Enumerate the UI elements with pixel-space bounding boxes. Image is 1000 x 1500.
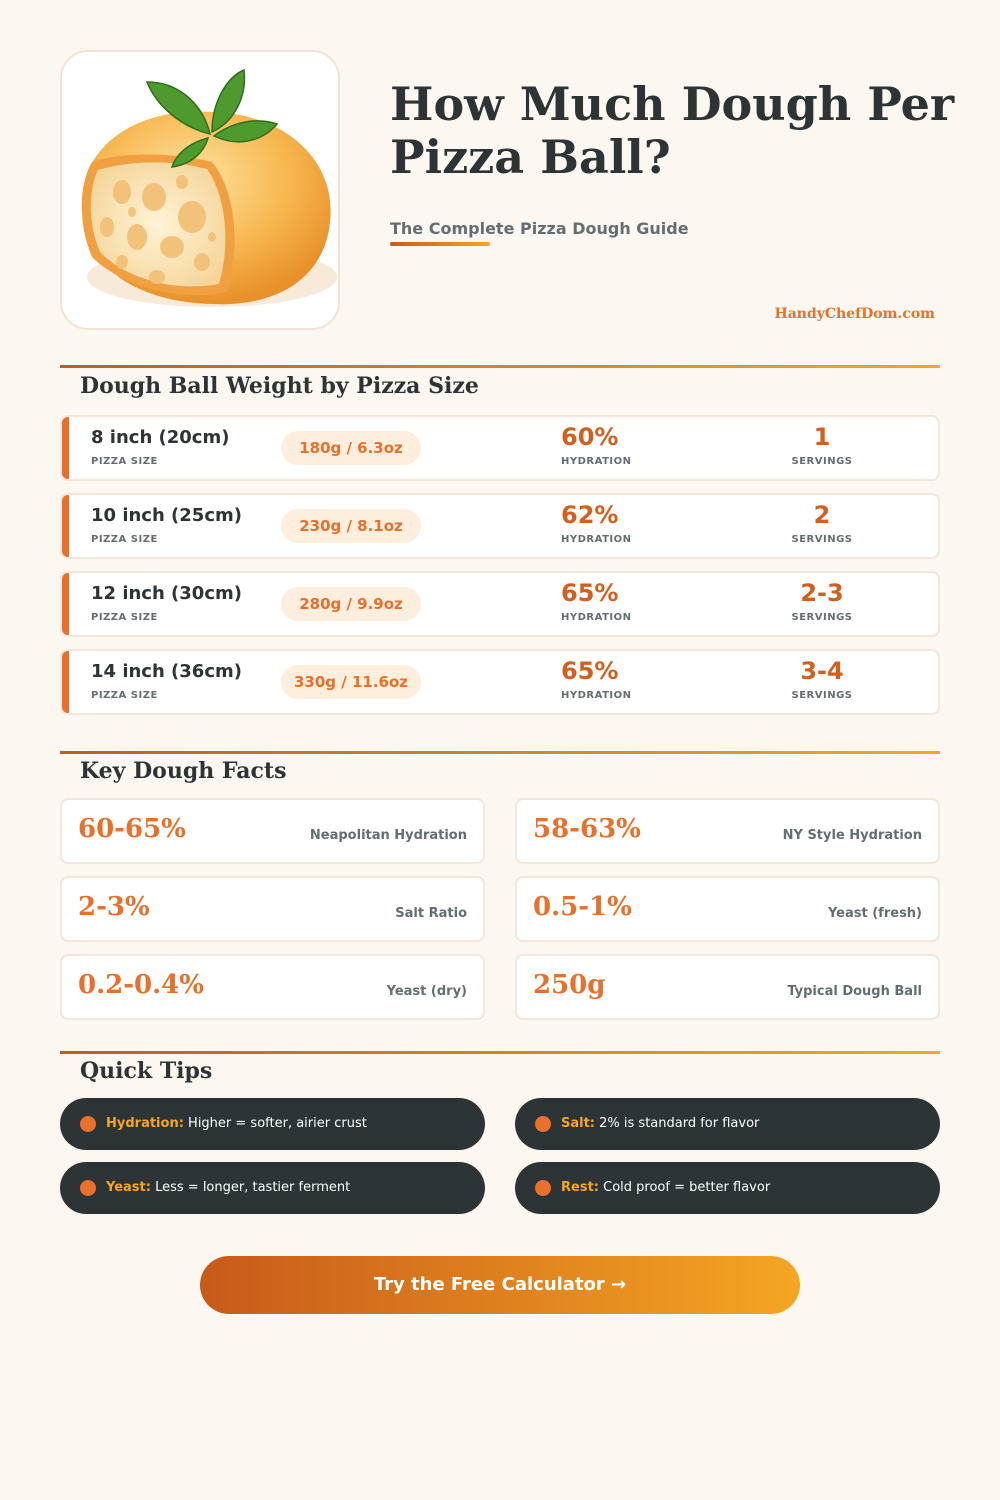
fact-card: 250g Typical Dough Ball bbox=[515, 954, 940, 1020]
hydration-label: HYDRATION bbox=[561, 690, 632, 701]
dough-weight-badge: 180g / 6.3oz bbox=[281, 431, 421, 465]
row-accent-bar bbox=[62, 495, 69, 557]
free-calculator-button[interactable]: Try the Free Calculator → bbox=[200, 1256, 800, 1314]
pizza-size: 10 inch (25cm) bbox=[91, 505, 242, 526]
fact-value: 0.5-1% bbox=[533, 892, 632, 922]
hydration-label: HYDRATION bbox=[561, 612, 632, 623]
servings-value: 1 bbox=[813, 423, 831, 451]
pizza-size-label: PIZZA SIZE bbox=[91, 690, 158, 701]
tip-text: 2% is standard for flavor bbox=[599, 1116, 760, 1131]
bullet-dot-icon bbox=[80, 1180, 96, 1196]
hydration-label: HYDRATION bbox=[561, 534, 632, 545]
pizza-size: 12 inch (30cm) bbox=[91, 583, 242, 604]
servings-value: 3-4 bbox=[800, 657, 844, 685]
site-link[interactable]: HandyChefDom.com bbox=[774, 306, 936, 322]
servings-value: 2-3 bbox=[800, 579, 844, 607]
servings-value: 2 bbox=[813, 501, 831, 529]
fact-label: NY Style Hydration bbox=[782, 828, 922, 843]
hydration-value: 62% bbox=[561, 501, 619, 529]
tip-key: Yeast: bbox=[106, 1180, 151, 1195]
tip-text: Higher = softer, airier crust bbox=[188, 1116, 367, 1131]
tip-pill: Yeast: Less = longer, tastier ferment bbox=[60, 1162, 485, 1214]
hydration-value: 60% bbox=[561, 423, 619, 451]
tip-pill: Hydration: Higher = softer, airier crust bbox=[60, 1098, 485, 1150]
row-accent-bar bbox=[62, 417, 69, 479]
page-title: How Much Dough Per Pizza Ball? bbox=[390, 77, 955, 184]
pizza-size: 14 inch (36cm) bbox=[91, 661, 242, 682]
tip-pill: Salt: 2% is standard for flavor bbox=[515, 1098, 940, 1150]
pizza-size-label: PIZZA SIZE bbox=[91, 612, 158, 623]
fact-card: 2-3% Salt Ratio bbox=[60, 876, 485, 942]
fact-label: Yeast (fresh) bbox=[827, 906, 922, 921]
bullet-dot-icon bbox=[80, 1116, 96, 1132]
tips-heading: Quick Tips bbox=[80, 1058, 213, 1084]
fact-label: Salt Ratio bbox=[395, 906, 467, 921]
hydration-label: HYDRATION bbox=[561, 456, 632, 467]
pizza-size-label: PIZZA SIZE bbox=[91, 534, 158, 545]
dough-weight-badge: 330g / 11.6oz bbox=[281, 665, 421, 699]
fact-card: 58-63% NY Style Hydration bbox=[515, 798, 940, 864]
subtitle-underline bbox=[390, 242, 490, 246]
tip-key: Hydration: bbox=[106, 1116, 184, 1131]
section-divider bbox=[60, 365, 940, 368]
dough-ball-icon bbox=[81, 68, 337, 307]
pizza-size: 8 inch (20cm) bbox=[91, 427, 230, 448]
fact-card: 0.5-1% Yeast (fresh) bbox=[515, 876, 940, 942]
dough-ball-image bbox=[60, 50, 340, 330]
tip-pill: Rest: Cold proof = better flavor bbox=[515, 1162, 940, 1214]
hydration-value: 65% bbox=[561, 579, 619, 607]
page-subtitle: The Complete Pizza Dough Guide bbox=[390, 219, 689, 238]
tip-text: Less = longer, tastier ferment bbox=[155, 1180, 351, 1195]
servings-label: SERVINGS bbox=[791, 612, 853, 623]
row-accent-bar bbox=[62, 573, 69, 635]
fact-value: 58-63% bbox=[533, 814, 641, 844]
section-divider bbox=[60, 1051, 940, 1054]
fact-card: 60-65% Neapolitan Hydration bbox=[60, 798, 485, 864]
pizza-size-label: PIZZA SIZE bbox=[91, 456, 158, 467]
sizes-heading: Dough Ball Weight by Pizza Size bbox=[80, 373, 479, 399]
servings-label: SERVINGS bbox=[791, 534, 853, 545]
fact-value: 2-3% bbox=[78, 892, 150, 922]
fact-value: 0.2-0.4% bbox=[78, 970, 204, 1000]
bullet-dot-icon bbox=[535, 1180, 551, 1196]
hydration-value: 65% bbox=[561, 657, 619, 685]
fact-label: Typical Dough Ball bbox=[787, 984, 922, 999]
tip-text: Cold proof = better flavor bbox=[603, 1180, 771, 1195]
row-accent-bar bbox=[62, 651, 69, 713]
size-row: 12 inch (30cm) PIZZA SIZE 280g / 9.9oz 6… bbox=[60, 571, 940, 637]
size-row: 10 inch (25cm) PIZZA SIZE 230g / 8.1oz 6… bbox=[60, 493, 940, 559]
size-row: 14 inch (36cm) PIZZA SIZE 330g / 11.6oz … bbox=[60, 649, 940, 715]
fact-label: Yeast (dry) bbox=[386, 984, 467, 999]
servings-label: SERVINGS bbox=[791, 456, 853, 467]
servings-label: SERVINGS bbox=[791, 690, 853, 701]
tip-key: Rest: bbox=[561, 1180, 599, 1195]
section-divider bbox=[60, 751, 940, 754]
tip-key: Salt: bbox=[561, 1116, 596, 1131]
fact-label: Neapolitan Hydration bbox=[309, 828, 467, 843]
facts-heading: Key Dough Facts bbox=[80, 758, 287, 784]
dough-weight-badge: 280g / 9.9oz bbox=[281, 587, 421, 621]
size-row: 8 inch (20cm) PIZZA SIZE 180g / 6.3oz 60… bbox=[60, 415, 940, 481]
fact-card: 0.2-0.4% Yeast (dry) bbox=[60, 954, 485, 1020]
fact-value: 60-65% bbox=[78, 814, 186, 844]
dough-weight-badge: 230g / 8.1oz bbox=[281, 509, 421, 543]
bullet-dot-icon bbox=[535, 1116, 551, 1132]
fact-value: 250g bbox=[533, 970, 606, 1000]
